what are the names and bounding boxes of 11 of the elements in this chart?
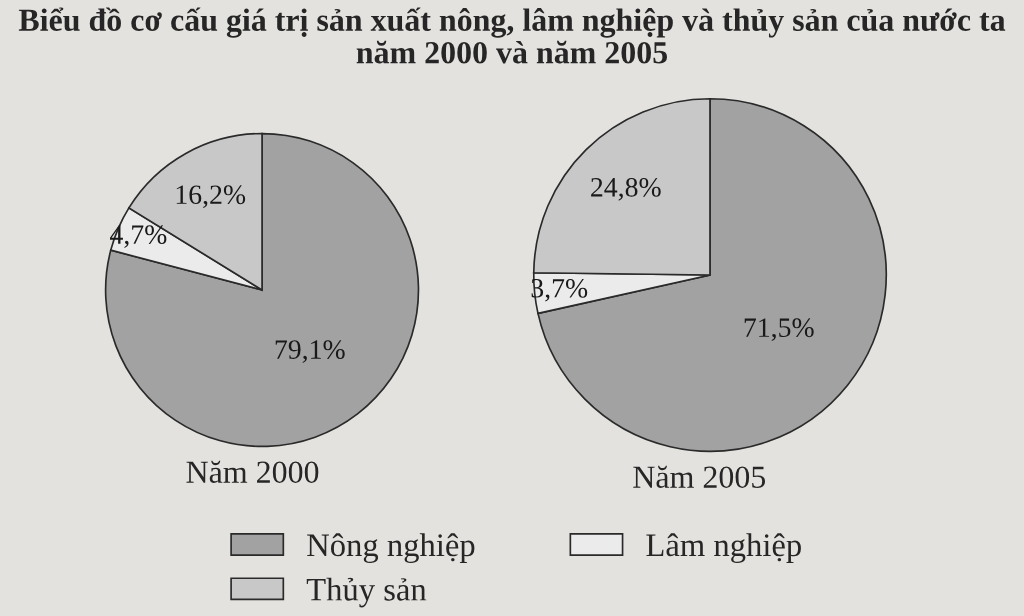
chart-title: Biểu đồ cơ cấu giá trị sản xuất nông, lâm nghiệp và thủy sản của nước ta năm 2000 và năm 2005	[18, 7, 1006, 64]
text: Năm 2000	[186, 460, 319, 483]
pie-slice	[104, 132, 420, 448]
data-label: 79,1%	[275, 340, 345, 363]
legend-label: Thủy sản	[306, 577, 427, 608]
data-label: 24,8%	[591, 177, 661, 201]
data-label: 16,2%	[176, 185, 246, 209]
legend-label: Nông nghiệp	[307, 533, 475, 564]
legend-label: Lâm nghiệp	[646, 533, 801, 564]
data-label: 71,5%	[744, 318, 814, 342]
text: Năm 2005	[633, 465, 766, 488]
